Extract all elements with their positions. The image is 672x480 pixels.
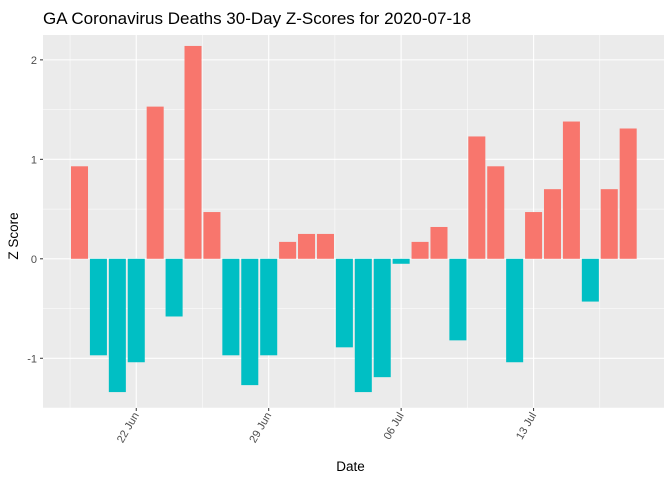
y-tick-label: -1 [27, 353, 37, 365]
y-tick-label: 2 [31, 55, 37, 67]
bars [70, 45, 637, 393]
bar-2020-06-25 [184, 45, 202, 259]
y-axis: -1 0 1 2 [27, 55, 43, 365]
x-tick-label: 06 Jul [382, 411, 407, 442]
bar-2020-07-04 [354, 258, 372, 393]
x-axis-label: Date [336, 459, 365, 474]
bar-2020-07-07 [411, 241, 429, 259]
bar-2020-06-27 [222, 258, 240, 356]
bar-2020-06-26 [203, 212, 221, 259]
y-tick-label: 0 [31, 254, 37, 266]
x-tick-label: 29 Jun [247, 411, 274, 446]
bar-2020-06-21 [108, 258, 126, 393]
bar-2020-06-19 [70, 166, 89, 259]
y-axis-label: Z Score [6, 212, 21, 259]
bar-2020-07-12 [506, 258, 524, 363]
bar-2020-06-29 [260, 258, 278, 356]
bar-2020-07-03 [335, 258, 353, 348]
y-tick-label: 1 [31, 154, 37, 166]
bar-2020-07-02 [316, 233, 334, 259]
bar-2020-07-18 [619, 128, 637, 259]
bar-2020-06-28 [241, 258, 259, 386]
bar-2020-07-01 [298, 233, 316, 259]
chart-title: GA Coronavirus Deaths 30-Day Z-Scores fo… [43, 9, 471, 28]
bar-2020-07-06 [392, 258, 410, 264]
bar-2020-07-10 [468, 136, 486, 259]
bar-2020-07-14 [543, 189, 562, 259]
bar-2020-07-09 [449, 258, 467, 341]
bar-2020-06-30 [279, 241, 297, 259]
x-tick-label: 22 Jun [115, 411, 142, 446]
bar-2020-07-05 [373, 258, 391, 378]
bar-2020-07-15 [562, 121, 580, 259]
bar-2020-07-13 [525, 212, 543, 259]
bar-2020-07-08 [430, 226, 448, 259]
bar-2020-06-23 [146, 106, 164, 259]
bar-2020-07-16 [581, 258, 599, 302]
bar-2020-06-20 [89, 258, 107, 356]
bar-2020-07-11 [487, 166, 505, 259]
gridlines [43, 35, 664, 409]
bar-2020-07-17 [600, 189, 618, 259]
bar-2020-06-22 [127, 258, 145, 363]
x-tick-label: 13 Jul [514, 411, 539, 442]
x-axis: 22 Jun 29 Jun 06 Jul 13 Jul [115, 408, 539, 445]
bar-2020-06-24 [165, 258, 183, 317]
